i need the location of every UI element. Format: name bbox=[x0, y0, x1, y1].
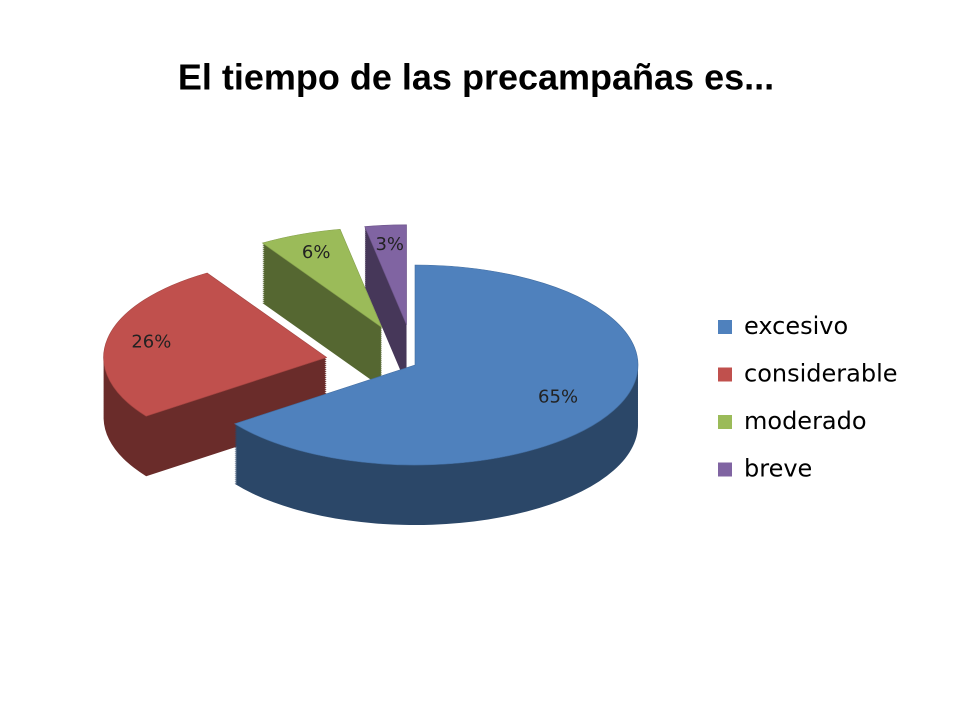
legend-swatch bbox=[718, 415, 732, 429]
legend-swatch bbox=[718, 462, 732, 477]
chart-title: El tiempo de las precampañas es... bbox=[178, 57, 774, 98]
data-label: 26% bbox=[131, 331, 171, 352]
legend-label: considerable bbox=[744, 360, 898, 388]
slice bbox=[103, 272, 328, 417]
legend-label: excesivo bbox=[744, 312, 848, 340]
data-label: 6% bbox=[302, 242, 331, 263]
legend-label: moderado bbox=[744, 407, 867, 435]
legend-label: breve bbox=[744, 455, 812, 483]
slice bbox=[233, 264, 639, 466]
legend-swatch bbox=[718, 320, 732, 334]
legend-swatch bbox=[718, 367, 732, 382]
slice bbox=[261, 228, 383, 329]
slice bbox=[364, 224, 407, 325]
data-label: 65% bbox=[538, 387, 578, 408]
data-label: 3% bbox=[375, 234, 404, 255]
